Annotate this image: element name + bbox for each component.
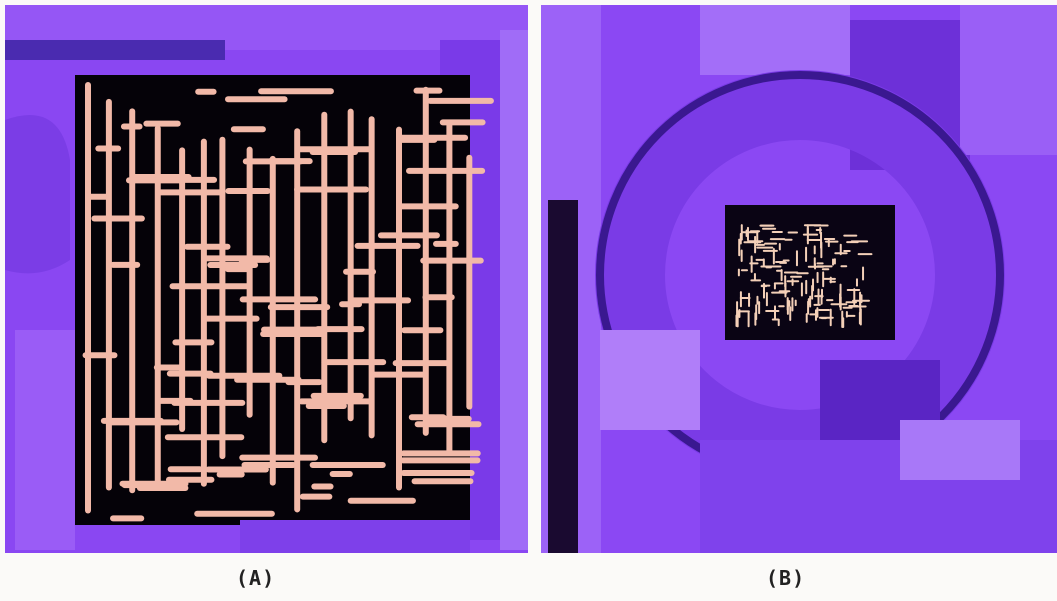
opening — [725, 205, 895, 340]
pipe-network — [82, 82, 494, 522]
block — [700, 5, 850, 75]
floor — [240, 520, 470, 553]
block — [960, 5, 1057, 155]
panel-label: (B) — [766, 566, 806, 590]
pipe-network — [735, 224, 873, 329]
shadow — [548, 200, 578, 553]
beam — [5, 40, 225, 60]
panel-label: (A) — [236, 566, 276, 590]
block — [15, 330, 75, 550]
column — [500, 30, 528, 550]
pipe — [900, 420, 1020, 480]
panel-a — [5, 5, 528, 553]
pipe — [5, 115, 70, 274]
block — [600, 330, 700, 430]
panel-b — [541, 5, 1057, 553]
